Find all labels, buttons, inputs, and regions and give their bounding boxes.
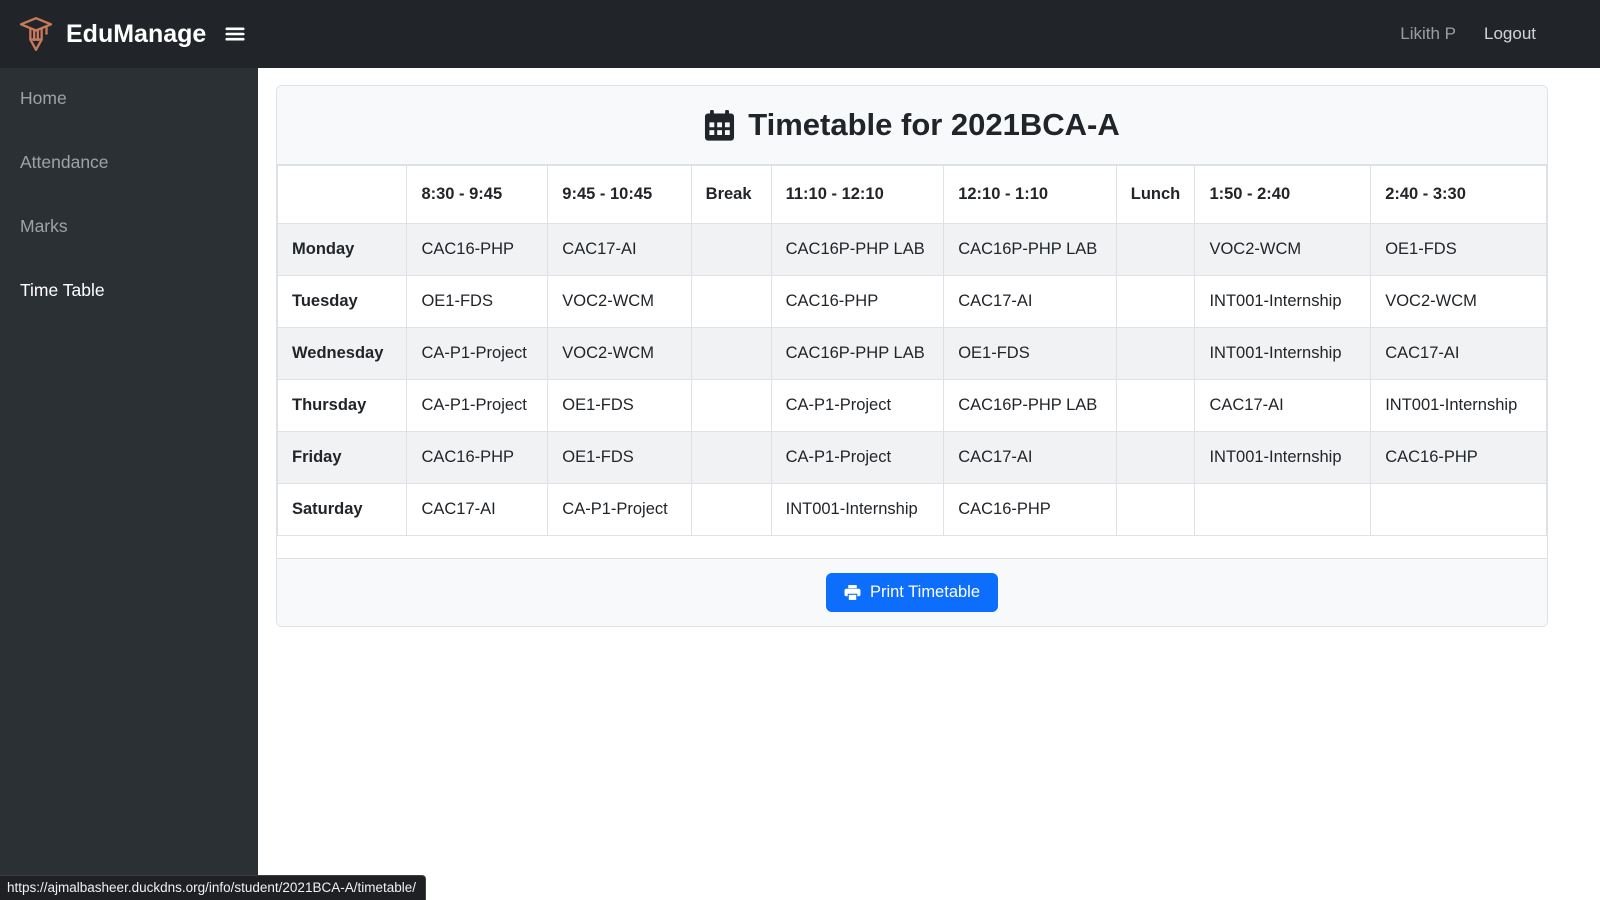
- timetable-column-header: Break: [690, 165, 772, 224]
- timetable-day-label: Tuesday: [276, 275, 408, 328]
- sidebar-item-marks[interactable]: Marks: [20, 216, 68, 236]
- timetable-day-label: Saturday: [276, 483, 408, 536]
- timetable-cell: CA-P1-Project: [406, 379, 549, 432]
- timetable-cell: CA-P1-Project: [547, 483, 692, 536]
- brand[interactable]: EduManage: [16, 14, 206, 54]
- timetable-cell: OE1-FDS: [1370, 223, 1547, 276]
- print-timetable-button[interactable]: Print Timetable: [825, 573, 999, 612]
- timetable-row-saturday: Saturday CAC17-AI CA-P1-Project INT001-I…: [276, 483, 1547, 536]
- timetable-cell: CAC16-PHP: [406, 223, 549, 276]
- timetable-cell: CA-P1-Project: [770, 431, 945, 484]
- timetable-row-friday: Friday CAC16-PHP OE1-FDS CA-P1-Project C…: [276, 431, 1547, 484]
- timetable-column-header: 12:10 - 1:10: [943, 165, 1117, 224]
- timetable-card-header: Timetable for 2021BCA-A: [277, 86, 1547, 165]
- timetable-cell: [690, 483, 772, 536]
- timetable-cell: [1115, 275, 1196, 328]
- calendar-icon: [705, 109, 735, 141]
- timetable-cell: CAC16P-PHP LAB: [770, 327, 945, 380]
- timetable-card-body: 8:30 - 9:45 9:45 - 10:45 Break 11:10 - 1…: [276, 165, 1547, 558]
- timetable-column-header: 11:10 - 12:10: [770, 165, 945, 224]
- timetable-cell: OE1-FDS: [943, 327, 1117, 380]
- timetable-cell: INT001-Internship: [1194, 431, 1372, 484]
- timetable-cell: VOC2-WCM: [1194, 223, 1372, 276]
- timetable-cell: CAC17-AI: [943, 431, 1117, 484]
- printer-icon: [844, 585, 861, 600]
- timetable-cell: VOC2-WCM: [547, 275, 692, 328]
- timetable-cell: [1194, 483, 1372, 536]
- sidebar: Home Attendance Marks Time Table: [0, 68, 258, 900]
- timetable-cell: [1370, 483, 1547, 536]
- navbar-username: Likith P: [1400, 24, 1456, 43]
- link-preview-statusbar: https://ajmalbasheer.duckdns.org/info/st…: [0, 875, 426, 900]
- timetable-cell: OE1-FDS: [547, 379, 692, 432]
- timetable-cell: VOC2-WCM: [547, 327, 692, 380]
- page-title: Timetable for 2021BCA-A: [748, 107, 1120, 142]
- timetable-day-label: Wednesday: [276, 327, 408, 380]
- timetable-row-tuesday: Tuesday OE1-FDS VOC2-WCM CAC16-PHP CAC17…: [276, 275, 1547, 328]
- timetable-cell: CA-P1-Project: [770, 379, 945, 432]
- timetable-day-label: Monday: [276, 223, 408, 276]
- timetable-cell: [690, 223, 772, 276]
- timetable-cell: [690, 275, 772, 328]
- sidebar-item-home[interactable]: Home: [20, 88, 67, 108]
- timetable-cell: [690, 327, 772, 380]
- timetable-cell: [1115, 327, 1196, 380]
- brand-label: EduManage: [66, 19, 207, 48]
- timetable-cell: [1115, 223, 1196, 276]
- timetable-header-row: 8:30 - 9:45 9:45 - 10:45 Break 11:10 - 1…: [276, 165, 1547, 224]
- timetable-cell: CAC16-PHP: [1370, 431, 1547, 484]
- timetable-column-header: 8:30 - 9:45: [406, 165, 549, 224]
- timetable-cell: CAC17-AI: [943, 275, 1117, 328]
- timetable-row-wednesday: Wednesday CA-P1-Project VOC2-WCM CAC16P-…: [276, 327, 1547, 380]
- timetable-cell: [690, 431, 772, 484]
- timetable-cell: CAC16-PHP: [943, 483, 1117, 536]
- timetable-column-header: 9:45 - 10:45: [547, 165, 692, 224]
- hamburger-menu-icon[interactable]: [224, 23, 246, 45]
- timetable-column-header: [276, 165, 408, 224]
- timetable-card-footer: Print Timetable: [277, 558, 1547, 626]
- timetable-day-label: Thursday: [276, 379, 408, 432]
- timetable-cell: CAC17-AI: [547, 223, 692, 276]
- timetable-cell: CAC17-AI: [1194, 379, 1372, 432]
- timetable-cell: CAC16P-PHP LAB: [943, 223, 1117, 276]
- sidebar-item-timetable[interactable]: Time Table: [20, 280, 105, 300]
- sidebar-item-attendance[interactable]: Attendance: [20, 152, 109, 172]
- timetable-day-label: Friday: [276, 431, 408, 484]
- graduation-cap-pencil-icon: [19, 17, 53, 51]
- timetable-cell: OE1-FDS: [547, 431, 692, 484]
- timetable-row-monday: Monday CAC16-PHP CAC17-AI CAC16P-PHP LAB…: [276, 223, 1547, 276]
- timetable-cell: CAC17-AI: [406, 483, 549, 536]
- timetable-cell: [1115, 431, 1196, 484]
- timetable-card: Timetable for 2021BCA-A 8:30 - 9:45 9:45…: [276, 85, 1548, 627]
- logout-link[interactable]: Logout: [1484, 24, 1536, 43]
- timetable-table: 8:30 - 9:45 9:45 - 10:45 Break 11:10 - 1…: [276, 165, 1547, 536]
- top-navbar: EduManage Likith P Logout: [0, 0, 1600, 68]
- timetable-cell: [1115, 483, 1196, 536]
- timetable-cell: CAC16P-PHP LAB: [770, 223, 945, 276]
- timetable-cell: INT001-Internship: [770, 483, 945, 536]
- timetable-row-thursday: Thursday CA-P1-Project OE1-FDS CA-P1-Pro…: [276, 379, 1547, 432]
- timetable-cell: OE1-FDS: [406, 275, 549, 328]
- timetable-cell: INT001-Internship: [1194, 275, 1372, 328]
- timetable-cell: CAC16-PHP: [406, 431, 549, 484]
- timetable-cell: [1115, 379, 1196, 432]
- timetable-column-header: Lunch: [1115, 165, 1196, 224]
- timetable-cell: CAC16P-PHP LAB: [943, 379, 1117, 432]
- timetable-cell: INT001-Internship: [1194, 327, 1372, 380]
- timetable-cell: INT001-Internship: [1370, 379, 1547, 432]
- timetable-cell: [690, 379, 772, 432]
- timetable-cell: CAC16-PHP: [770, 275, 945, 328]
- timetable-cell: CA-P1-Project: [406, 327, 549, 380]
- print-button-label: Print Timetable: [869, 583, 981, 601]
- timetable-cell: CAC17-AI: [1370, 327, 1547, 380]
- main-content: Timetable for 2021BCA-A 8:30 - 9:45 9:45…: [258, 68, 1600, 900]
- timetable-column-header: 2:40 - 3:30: [1370, 165, 1547, 224]
- timetable-column-header: 1:50 - 2:40: [1194, 165, 1372, 224]
- timetable-cell: VOC2-WCM: [1370, 275, 1547, 328]
- navbar-right: Likith P Logout: [1400, 24, 1584, 44]
